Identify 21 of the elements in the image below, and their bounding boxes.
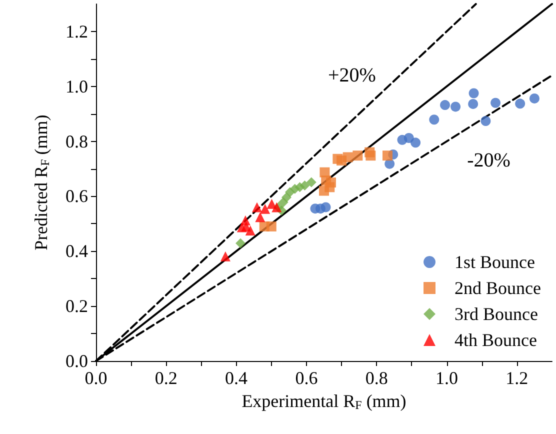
y-tick-label: 0.0 [66, 351, 88, 371]
x-tick-label: 0.8 [365, 368, 388, 388]
x-tick-label: 0.6 [295, 368, 318, 388]
series-label: -20% [467, 150, 510, 172]
legend-label: 3rd Bounce [454, 304, 538, 324]
y-tick-label: 1.2 [66, 21, 88, 42]
y-tick-label: 0.4 [66, 241, 88, 262]
y-tick-label: 1.0 [66, 76, 88, 96]
legend-label: 1st Bounce [454, 252, 536, 272]
y-tick-label: 0.8 [66, 131, 88, 152]
legend-label: 2nd Bounce [454, 278, 542, 298]
x-tick-label: 0.4 [225, 368, 248, 388]
series-label: +20% [328, 64, 376, 86]
x-tick-label: 0.2 [154, 368, 178, 388]
x-tick-label: 1.0 [436, 368, 458, 388]
x-tick-label: 1.2 [506, 368, 528, 388]
y-tick-label: 0.6 [66, 186, 88, 206]
legend-label: 4th Bounce [454, 330, 538, 350]
y-axis-title: Predicted RF (mm) [31, 114, 52, 250]
x-tick-label: 0.0 [84, 368, 108, 388]
y-tick-label: 0.2 [66, 296, 88, 316]
